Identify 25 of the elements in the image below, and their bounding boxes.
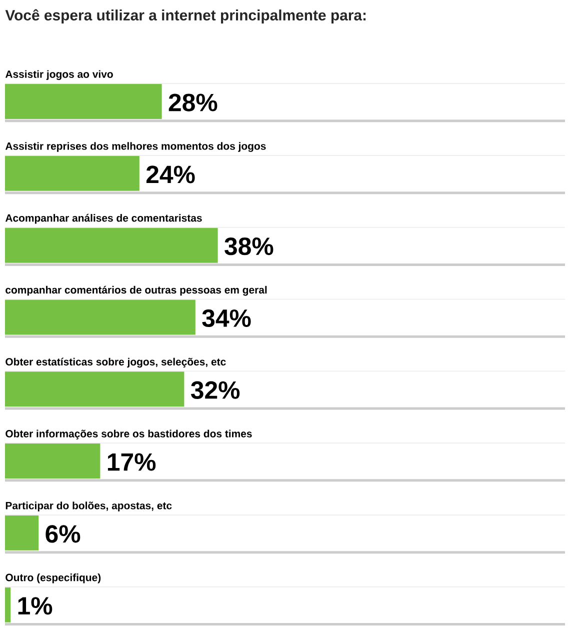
bar <box>5 372 184 407</box>
data-label: 38% <box>224 237 274 256</box>
y-tick-label: Acompanhar análises de comentaristas <box>5 214 202 224</box>
data-label: 17% <box>108 453 156 471</box>
y-tick-label: Assistir reprises dos melhores momentos dos jogos <box>5 142 266 152</box>
y-tick-label: Assistir jogos ao vivo <box>5 70 113 80</box>
bar <box>5 156 140 191</box>
data-label: 6% <box>46 525 80 543</box>
y-tick-label: companhar comentários de outras pessoas em geral <box>6 286 267 296</box>
chart-title: Você espera utilizar a internet principalmente para: <box>5 9 366 24</box>
y-tick-label: Obter estatísticas sobre jogos, seleções, etc <box>6 358 226 368</box>
y-tick-label: Outro (especifique) <box>6 574 101 584</box>
data-label: 1% <box>18 597 52 615</box>
bar <box>5 515 39 550</box>
bar <box>5 444 100 479</box>
y-tick-label: Obter informações sobre os bastidores dos times <box>6 430 252 440</box>
data-label: 32% <box>190 381 240 399</box>
data-label: 34% <box>202 309 251 328</box>
y-tick-label: Participar do bolões, apostas, etc <box>6 502 172 512</box>
bar <box>5 587 11 622</box>
bar <box>5 228 218 263</box>
bar <box>5 84 162 120</box>
data-label: 24% <box>146 166 195 184</box>
data-label: 28% <box>168 94 218 112</box>
bar <box>5 300 196 335</box>
